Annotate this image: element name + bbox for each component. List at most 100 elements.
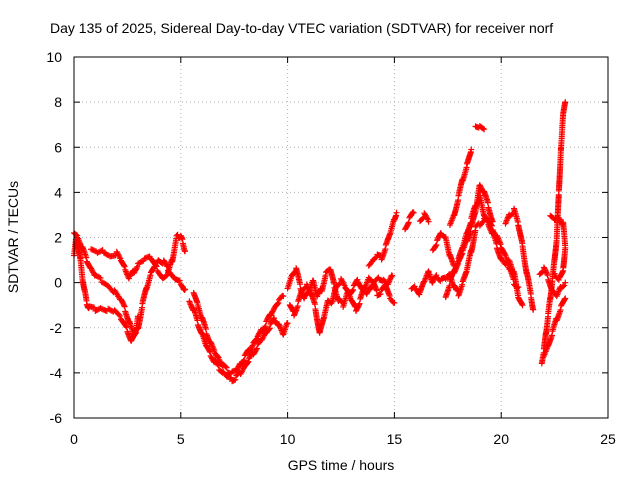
data-point [223, 364, 230, 371]
data-point [481, 126, 488, 133]
data-point [372, 255, 379, 262]
y-tick-label: -2 [50, 320, 63, 336]
data-point [560, 283, 567, 290]
data-point [153, 263, 160, 270]
y-tick-label: 0 [54, 275, 62, 291]
data-point [432, 243, 439, 250]
data-point [74, 232, 81, 239]
data-point [123, 324, 130, 331]
data-point [275, 299, 282, 306]
data-point [367, 260, 374, 267]
data-point [508, 211, 515, 218]
data-point [266, 326, 273, 333]
data-point [176, 277, 183, 284]
data-point [349, 287, 356, 294]
data-point [222, 363, 229, 370]
data-point [182, 248, 189, 255]
data-point [116, 254, 123, 261]
y-tick-label: -6 [50, 410, 63, 426]
plot-frame [73, 56, 609, 419]
data-point [468, 146, 475, 153]
data-point [182, 286, 189, 293]
x-tick-labels: 0 5 10 15 20 25 [70, 431, 616, 447]
data-point [280, 293, 287, 300]
data-point [96, 274, 103, 281]
data-point [97, 275, 104, 282]
data-point [543, 269, 550, 276]
data-point [245, 358, 252, 365]
data-point [391, 299, 398, 306]
data-point [530, 306, 537, 313]
data-point [134, 263, 141, 270]
x-tick-label: 20 [493, 431, 509, 447]
data-point [241, 356, 248, 363]
data-point [543, 270, 550, 277]
y-tick-label: 8 [54, 94, 62, 110]
x-tick-label: 0 [70, 431, 78, 447]
data-point [377, 291, 384, 298]
data-point [261, 324, 268, 331]
data-point [553, 274, 560, 281]
x-tick-label: 25 [600, 431, 616, 447]
data-point [152, 262, 159, 269]
data-point [121, 263, 128, 270]
data-point [562, 99, 569, 106]
data-point [356, 300, 363, 307]
y-tick-label: 10 [46, 49, 62, 65]
data-point [405, 219, 412, 226]
data-point [116, 312, 123, 319]
grid-lines [74, 57, 608, 418]
data-point [425, 218, 432, 225]
data-markers [71, 99, 569, 385]
data-point [562, 279, 569, 286]
x-axis-label: GPS time / hours [288, 457, 395, 473]
data-point [489, 218, 496, 225]
y-tick-label: 6 [54, 139, 62, 155]
data-point [253, 345, 260, 352]
data-point [249, 342, 256, 349]
data-point [371, 282, 378, 289]
data-point [133, 265, 140, 272]
data-point [410, 209, 417, 216]
data-point [552, 273, 559, 280]
data-point [122, 323, 129, 330]
data-point [253, 346, 260, 353]
data-point [284, 320, 291, 327]
data-point [356, 302, 363, 309]
data-point [551, 270, 558, 277]
data-point [561, 282, 568, 289]
data-point [240, 358, 247, 365]
data-point [138, 258, 145, 265]
data-point [214, 353, 221, 360]
chart-title: Day 135 of 2025, Sidereal Day-to-day VTE… [50, 20, 553, 36]
x-tick-label: 5 [177, 431, 185, 447]
data-point [405, 220, 412, 227]
data-point [121, 302, 128, 309]
data-point [266, 325, 273, 332]
data-point [562, 295, 569, 302]
data-point [501, 251, 508, 258]
data-point [518, 300, 525, 307]
data-point [340, 281, 347, 288]
data-point [249, 343, 255, 350]
data-point [350, 286, 357, 293]
data-point [419, 215, 426, 222]
data-point [480, 125, 487, 132]
data-point [115, 311, 122, 318]
x-tick-label: 15 [387, 431, 403, 447]
data-point [338, 298, 344, 305]
y-tick-label: -4 [50, 365, 63, 381]
data-point [232, 376, 239, 383]
data-point [121, 262, 128, 269]
data-point [478, 220, 485, 227]
data-point [519, 302, 526, 309]
x-tick-label: 10 [280, 431, 296, 447]
data-point [207, 349, 214, 356]
y-tick-label: 2 [54, 230, 62, 246]
data-point [370, 283, 377, 290]
data-point [274, 300, 281, 307]
data-point [542, 268, 549, 275]
data-point [393, 209, 400, 216]
y-axis-label: SDTVAR / TECUs [5, 181, 21, 293]
